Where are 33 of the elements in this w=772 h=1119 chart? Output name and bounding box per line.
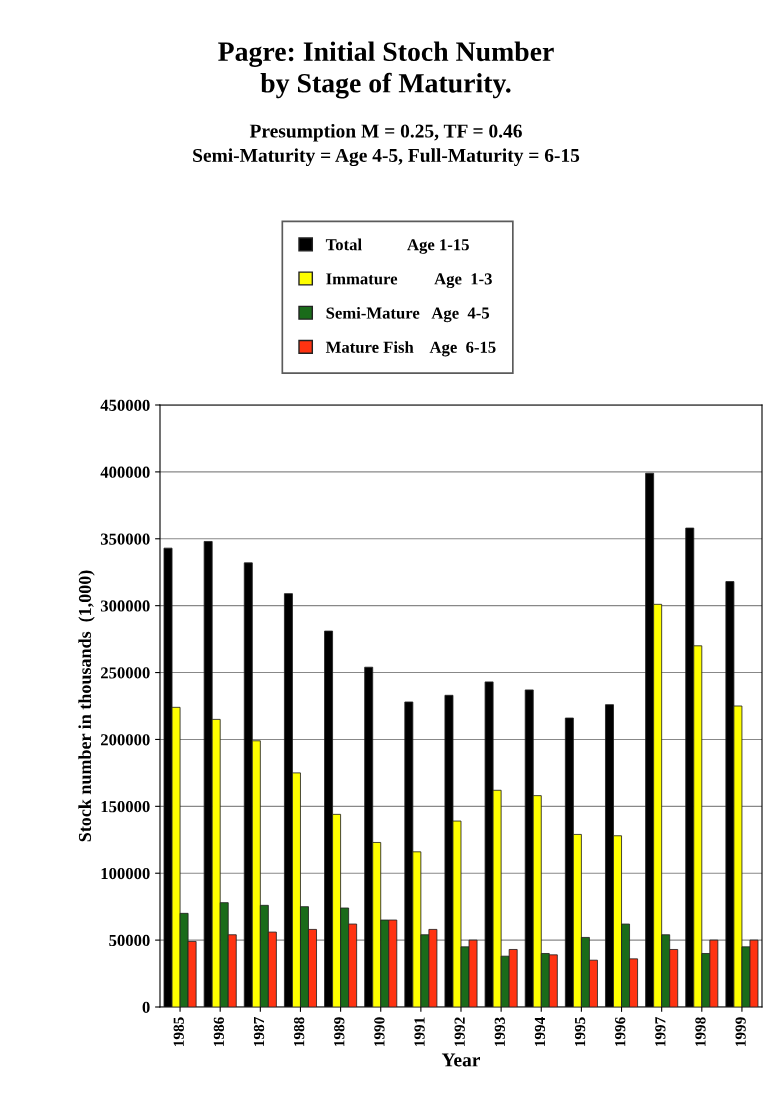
x-tick-label: 1990: [374, 1017, 385, 1047]
legend-label: Total Age 1-15: [325, 238, 469, 254]
y-tick-label: 400000: [100, 466, 150, 478]
y-tick-label: 200000: [100, 734, 150, 746]
x-tick-label: 1991: [414, 1017, 425, 1047]
x-tick-label: 1993: [494, 1017, 505, 1047]
y-tick-label: 300000: [100, 600, 150, 612]
x-tick-label: 1998: [695, 1017, 706, 1047]
legend-label: Mature Fish Age 6-15: [325, 341, 496, 357]
x-tick-label: 1986: [213, 1017, 225, 1047]
x-tick-label: 1994: [534, 1017, 546, 1047]
y-tick-label: 350000: [100, 533, 150, 545]
x-tick-label: 1996: [615, 1017, 626, 1047]
y-tick-label: 450000: [100, 399, 150, 411]
chart-subtitle: Presumption M = 0.25, TF = 0.46 Semi-Maturity = Age 4-5, Full-Maturity = 6-15: [193, 123, 580, 167]
y-tick-label: 250000: [100, 667, 150, 679]
y-tick-label: 50000: [109, 934, 150, 947]
legend-label: Semi-Mature Age 4-5: [326, 306, 490, 323]
legend-label: Immature Age 1-3: [326, 273, 492, 289]
x-tick-label: 1989: [334, 1017, 345, 1047]
x-tick-label: 1985: [173, 1017, 184, 1047]
y-axis-title: Stock number in thousands (1,000): [78, 570, 95, 842]
x-tick-label: 1995: [574, 1017, 586, 1047]
x-tick-label: 1999: [735, 1017, 746, 1047]
x-axis-title: Year: [441, 1053, 481, 1067]
chart-title: Pagre: Initial Stoch Number by Stage of Maturity.: [218, 41, 554, 99]
x-tick-label: 1988: [293, 1017, 305, 1047]
y-tick-label: 150000: [101, 801, 150, 813]
y-tick-label: 0: [142, 1001, 150, 1013]
x-tick-label: 1987: [253, 1017, 265, 1047]
y-tick-label: 100000: [101, 867, 150, 880]
x-tick-label: 1992: [454, 1017, 465, 1047]
x-tick-label: 1997: [655, 1017, 666, 1047]
